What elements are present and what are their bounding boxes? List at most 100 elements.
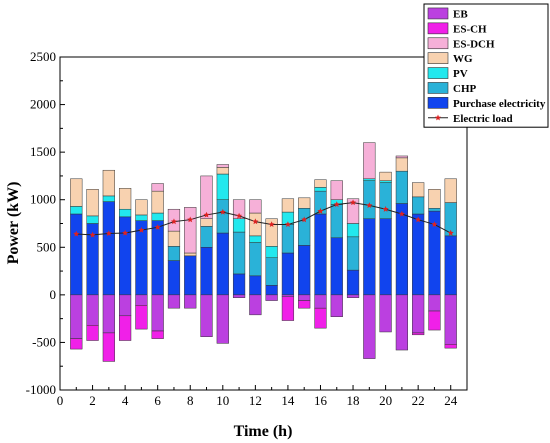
bar-wg-h3 — [102, 169, 115, 197]
legend-swatch-chp — [427, 82, 449, 94]
bar-wg-h5 — [135, 199, 148, 216]
bar-eb-h17 — [330, 294, 343, 317]
legend-marker-electric-load — [434, 114, 442, 121]
bar-es-dch-h8 — [184, 207, 197, 254]
bar-layer — [70, 142, 457, 362]
bar-es-ch-h5 — [135, 305, 148, 330]
bar-chp-h11 — [232, 231, 246, 275]
legend: EB ES-CH ES-DCH WG PV CHP Purchase electricity… — [423, 3, 549, 128]
x-tick-label: 4 — [122, 393, 129, 408]
bar-eb-h18 — [346, 294, 360, 298]
bar-chp-h17 — [330, 204, 343, 239]
x-tick-label: 16 — [314, 393, 328, 408]
bar-eb-h20 — [379, 294, 392, 333]
bar-wg-h14 — [281, 198, 295, 213]
electric-load-point-h18 — [350, 199, 357, 206]
y-tick-label: -500 — [32, 334, 56, 349]
electric-load-point-h19 — [366, 202, 373, 209]
x-tick-label: 2 — [89, 393, 96, 408]
electric-load-point-h10 — [219, 208, 226, 215]
bar-purchase-electricity-h8 — [184, 255, 197, 296]
electric-load-point-h24 — [447, 229, 454, 236]
bar-es-dch-h12 — [249, 199, 262, 214]
x-tick-label: 10 — [216, 393, 229, 408]
bar-purchase-electricity-h21 — [395, 203, 408, 296]
bar-wg-h9 — [200, 218, 213, 227]
bar-es-dch-h18 — [346, 198, 360, 224]
x-tick-label: 8 — [187, 393, 194, 408]
x-tick-label: 14 — [281, 393, 295, 408]
legend-label-electric-load: Electric load — [453, 113, 513, 125]
bar-wg-h23 — [428, 189, 441, 209]
bar-eb-h5 — [135, 294, 148, 306]
x-tick-label: 24 — [444, 393, 458, 408]
legend-label-purchase-electricity: Purchase electricity — [453, 98, 546, 110]
bar-wg-h15 — [298, 197, 311, 209]
bar-chp-h22 — [412, 196, 425, 215]
bar-purchase-electricity-h17 — [330, 237, 343, 296]
electric-load-point-h9 — [203, 211, 210, 218]
bar-wg-h6 — [151, 190, 164, 214]
electric-load-point-h3 — [105, 230, 112, 237]
electric-load-point-h11 — [236, 212, 243, 219]
x-tick-label: 20 — [379, 393, 392, 408]
bar-eb-h7 — [167, 294, 181, 309]
bar-pv-h3 — [102, 195, 115, 202]
bar-purchase-electricity-h5 — [135, 220, 148, 296]
electric-load-line-layer — [73, 199, 454, 238]
bar-purchase-electricity-h12 — [249, 275, 262, 296]
bar-pv-h18 — [346, 223, 360, 238]
bar-es-dch-h19 — [363, 142, 376, 180]
bar-pv-h12 — [249, 235, 262, 243]
bar-pv-h13 — [265, 246, 278, 259]
electric-load-point-h2 — [89, 231, 96, 238]
bar-pv-h1 — [70, 206, 83, 215]
bar-wg-h4 — [119, 188, 132, 210]
bar-chp-h10 — [216, 199, 229, 234]
bar-wg-h20 — [379, 171, 392, 181]
bar-eb-h9 — [200, 294, 213, 337]
electric-load-point-h17 — [333, 201, 340, 208]
bar-es-ch-h23 — [428, 310, 441, 331]
bar-es-ch-h14 — [281, 296, 295, 321]
bar-wg-h16 — [314, 179, 327, 188]
bar-pv-h2 — [86, 215, 99, 224]
bar-chp-h20 — [379, 182, 392, 219]
bar-wg-h22 — [412, 182, 425, 198]
bar-eb-h12 — [249, 294, 262, 316]
electric-load-point-h20 — [382, 206, 389, 212]
bar-pv-h5 — [135, 214, 148, 221]
bar-chp-h13 — [265, 257, 278, 286]
bar-purchase-electricity-h10 — [216, 232, 229, 296]
bar-eb-h8 — [184, 294, 197, 309]
bar-purchase-electricity-h9 — [200, 247, 213, 296]
x-tick-label: 18 — [347, 393, 360, 408]
x-tick-label: 12 — [249, 393, 262, 408]
bar-pv-h6 — [151, 212, 164, 221]
legend-label-chp: CHP — [453, 83, 477, 95]
bar-eb-h21 — [395, 294, 408, 351]
legend-label-wg: WG — [453, 53, 473, 65]
bar-pv-h19 — [363, 178, 376, 181]
bar-eb-h11 — [232, 294, 246, 298]
bar-wg-h8 — [184, 252, 197, 257]
electric-load-point-h23 — [431, 221, 438, 228]
y-tick-label: 1000 — [30, 192, 56, 207]
bar-purchase-electricity-h13 — [265, 285, 278, 296]
bar-wg-h1 — [70, 178, 83, 207]
bar-eb-h19 — [363, 294, 376, 359]
bar-eb-h1 — [70, 294, 83, 339]
bar-eb-h24 — [444, 294, 457, 345]
bar-pv-h10 — [216, 173, 229, 200]
legend-swatch-purchase-electricity — [427, 97, 449, 109]
y-tick-label: 2500 — [30, 49, 56, 64]
bar-purchase-electricity-h4 — [119, 216, 132, 296]
bar-es-dch-h6 — [151, 183, 164, 192]
bar-eb-h13 — [265, 294, 278, 301]
bar-purchase-electricity-h16 — [314, 213, 327, 296]
bar-wg-h21 — [395, 157, 408, 172]
bar-pv-h11 — [232, 218, 246, 233]
bar-purchase-electricity-h20 — [379, 218, 392, 296]
bar-eb-h22 — [412, 294, 425, 334]
bar-wg-h13 — [265, 218, 278, 247]
